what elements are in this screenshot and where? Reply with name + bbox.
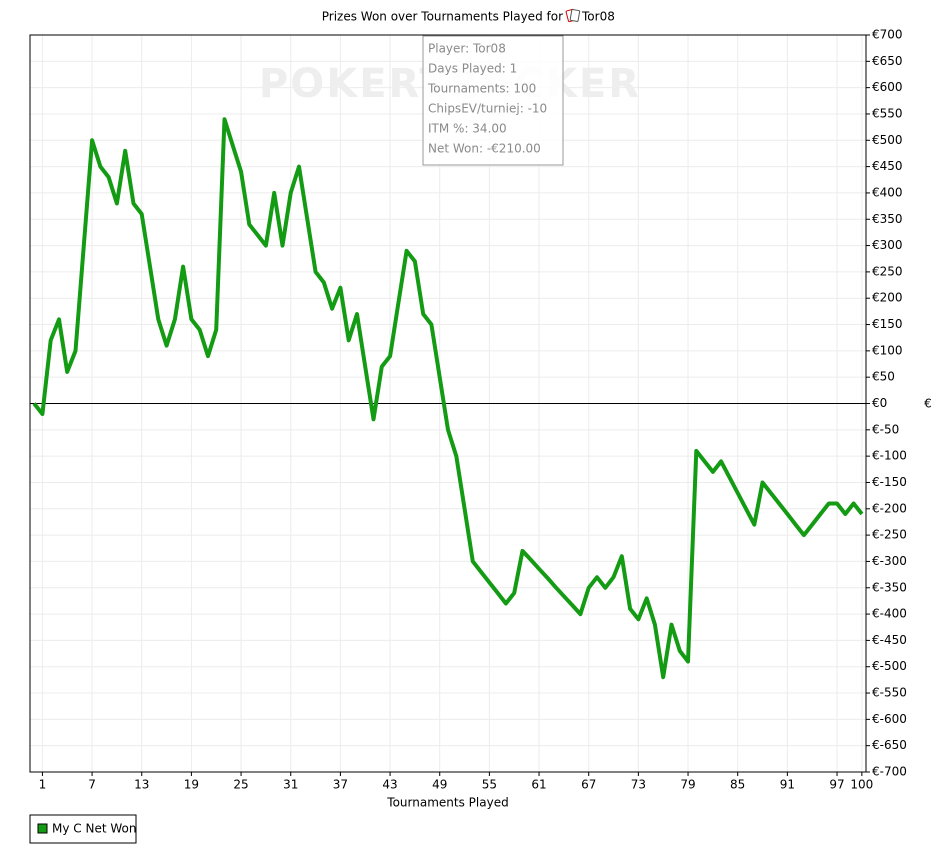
legend-box bbox=[29, 814, 137, 844]
x-tick-label: 7 bbox=[88, 778, 96, 792]
tooltip-line: ChipsEV/turniej: -10 bbox=[428, 102, 547, 116]
y-tick-label: €-200 bbox=[872, 501, 907, 515]
x-tick-label: 31 bbox=[283, 778, 298, 792]
y-tick-label: €-250 bbox=[872, 528, 907, 542]
x-tick-label: 1 bbox=[39, 778, 47, 792]
legend-swatch bbox=[37, 823, 48, 834]
x-axis-label: Tournaments Played bbox=[386, 796, 508, 810]
y-tick-label: €-400 bbox=[872, 607, 907, 621]
y-tick-label: €650 bbox=[872, 54, 903, 68]
series-line bbox=[32, 117, 864, 680]
y-tick-label: €700 bbox=[872, 28, 903, 42]
tooltip-box bbox=[422, 35, 564, 166]
y-tick-label: €-50 bbox=[872, 422, 899, 436]
x-tick-label: 91 bbox=[780, 778, 795, 792]
x-tick-label: 85 bbox=[730, 778, 745, 792]
y-tick-label: €200 bbox=[872, 291, 903, 305]
legend-label: My C Net Won bbox=[52, 822, 136, 836]
y-tick-label: €-600 bbox=[872, 712, 907, 726]
y-tick-label: €-300 bbox=[872, 554, 907, 568]
tooltip-line: Player: Tor08 bbox=[428, 42, 506, 56]
x-tick-label: 49 bbox=[432, 778, 447, 792]
tooltip: Player: Tor08 Days Played: 1 Tournaments: … bbox=[422, 35, 564, 166]
player-name: Tor08 bbox=[581, 10, 615, 24]
y-axis-label: € bbox=[924, 397, 932, 411]
y-tick-label: €550 bbox=[872, 106, 903, 120]
y-tick-label: €100 bbox=[872, 343, 903, 357]
y-tick-label: €-550 bbox=[872, 686, 907, 700]
y-tick-label: €50 bbox=[872, 370, 895, 384]
x-tick-label: 97 bbox=[829, 778, 844, 792]
x-tick-label: 37 bbox=[333, 778, 348, 792]
plot-border bbox=[29, 34, 867, 773]
x-tick-label: 55 bbox=[482, 778, 497, 792]
x-tick-label: 19 bbox=[184, 778, 199, 792]
legend: My C Net Won bbox=[29, 814, 137, 844]
y-tick-label: €-150 bbox=[872, 475, 907, 489]
y-tick-label: €300 bbox=[872, 238, 903, 252]
x-tick-label: 13 bbox=[134, 778, 149, 792]
y-tick-label: €-500 bbox=[872, 659, 907, 673]
y-tick-label: €450 bbox=[872, 159, 903, 173]
y-tick-label: €-650 bbox=[872, 738, 907, 752]
x-tick-label: 43 bbox=[382, 778, 397, 792]
y-tick-label: €150 bbox=[872, 317, 903, 331]
y-tick-label: €-700 bbox=[872, 765, 907, 779]
y-tick-label: €250 bbox=[872, 264, 903, 278]
chart-title: Prizes Won over Tournaments Played for bbox=[322, 10, 563, 24]
tooltip-line: Net Won: -€210.00 bbox=[428, 142, 541, 156]
tooltip-line: ITM %: 34.00 bbox=[428, 122, 507, 136]
y-tick-label: €350 bbox=[872, 212, 903, 226]
y-tick-label: €0 bbox=[872, 396, 887, 410]
y-tick-label: €600 bbox=[872, 80, 903, 94]
tooltip-line: Tournaments: 100 bbox=[427, 82, 536, 96]
y-tick-label: €400 bbox=[872, 185, 903, 199]
x-tick-label: 61 bbox=[531, 778, 546, 792]
x-tick-label: 100 bbox=[850, 778, 873, 792]
x-tick-label: 67 bbox=[581, 778, 596, 792]
tooltip-line: Days Played: 1 bbox=[428, 62, 517, 76]
y-tick-label: €-100 bbox=[872, 449, 907, 463]
player-icon bbox=[565, 8, 581, 23]
x-tick-label: 25 bbox=[233, 778, 248, 792]
x-tick-label: 73 bbox=[631, 778, 646, 792]
x-tick-label: 79 bbox=[680, 778, 695, 792]
y-tick-label: €500 bbox=[872, 133, 903, 147]
y-tick-label: €-350 bbox=[872, 580, 907, 594]
y-tick-label: €-450 bbox=[872, 633, 907, 647]
